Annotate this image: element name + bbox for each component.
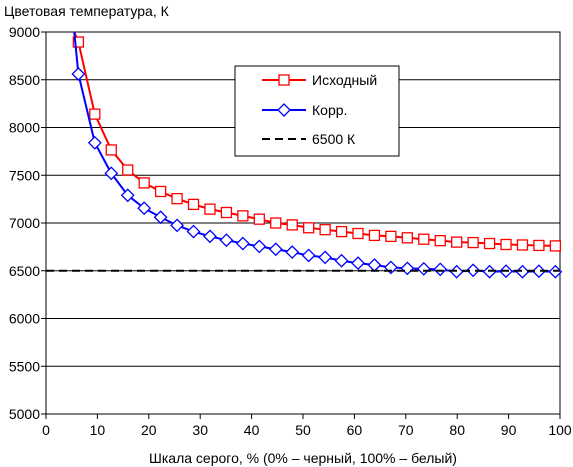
- data-point-diamond: [137, 201, 152, 216]
- data-point-square: [122, 164, 134, 176]
- x-tick-label-80: 80: [449, 422, 465, 438]
- data-point-diamond: [186, 224, 201, 239]
- data-point-square: [204, 203, 216, 215]
- x-axis-title: Шкала серого, % (0% – черный, 100% – бел…: [149, 450, 457, 466]
- data-point-diamond: [104, 166, 119, 181]
- data-point-diamond: [318, 250, 333, 265]
- legend-label-original: Исходный: [312, 72, 377, 88]
- data-point-square: [253, 213, 265, 225]
- x-tick-label-100: 100: [548, 422, 572, 438]
- data-point-diamond: [235, 236, 250, 251]
- x-tick-label-0: 0: [42, 422, 50, 438]
- data-point-square: [319, 224, 331, 236]
- data-point-diamond: [252, 239, 267, 254]
- y-tick-label-7500: 7500: [9, 167, 40, 183]
- data-point-square: [187, 198, 200, 211]
- data-point-square: [303, 222, 315, 234]
- data-point-square: [401, 232, 413, 244]
- data-point-diamond: [416, 261, 431, 276]
- data-point-diamond: [285, 245, 300, 260]
- x-tick-labels: 0 10 20 30 40 50 60 70 80 90 100: [42, 422, 572, 438]
- data-point-square: [451, 236, 463, 248]
- legend: Исходный Корр. 6500 К: [234, 65, 400, 157]
- data-point-diamond: [351, 256, 365, 271]
- data-point-square: [467, 236, 479, 249]
- data-point-square: [220, 206, 233, 219]
- x-tick-label-10: 10: [90, 422, 106, 438]
- data-point-square: [500, 238, 512, 251]
- x-tick-label-90: 90: [501, 422, 517, 438]
- series-group: [46, 31, 563, 279]
- data-point-diamond: [334, 253, 349, 268]
- y-tick-label-6500: 6500: [9, 263, 40, 279]
- data-point-square: [105, 144, 117, 156]
- data-point-square: [434, 235, 446, 247]
- y-tick-labels: 5000 5500 6000 6500 7000 7500 8000 8500 9000: [9, 24, 40, 422]
- data-point-square: [154, 185, 167, 198]
- y-axis-title: Цветовая температура, К: [4, 3, 170, 19]
- data-point-diamond: [71, 67, 86, 81]
- legend-marker-original: [278, 74, 290, 86]
- data-point-diamond: [532, 264, 546, 279]
- data-point-diamond: [383, 260, 398, 275]
- y-tick-label-5000: 5000: [9, 406, 40, 422]
- data-point-square: [237, 210, 249, 222]
- legend-label-corrected: Корр.: [312, 102, 347, 118]
- x-tick-label-50: 50: [295, 422, 311, 438]
- data-point-square: [549, 240, 562, 252]
- data-point-square: [138, 177, 150, 189]
- data-point-square: [483, 237, 496, 250]
- data-point-square: [335, 225, 348, 238]
- y-tick-label-9000: 9000: [9, 24, 40, 40]
- x-tick-label-70: 70: [398, 422, 414, 438]
- data-point-diamond: [515, 264, 530, 279]
- data-point-square: [171, 192, 183, 205]
- data-point-diamond: [219, 233, 234, 248]
- data-point-diamond: [153, 210, 168, 225]
- x-tick-label-20: 20: [141, 422, 157, 438]
- data-point-diamond: [433, 262, 448, 277]
- data-point-square: [286, 219, 298, 231]
- y-tick-label-5500: 5500: [9, 358, 40, 374]
- legend-marker-corrected: [277, 103, 291, 117]
- data-point-diamond: [120, 188, 135, 203]
- data-point-diamond: [466, 263, 481, 278]
- data-point-square: [516, 239, 529, 251]
- y-tick-label-8000: 8000: [9, 120, 40, 136]
- data-point-diamond: [87, 135, 102, 150]
- data-point-square: [385, 230, 397, 243]
- data-point-square: [533, 239, 545, 252]
- data-point-square: [352, 227, 364, 240]
- data-point-diamond: [301, 248, 316, 263]
- data-point-square: [72, 36, 85, 48]
- data-point-square: [89, 108, 101, 120]
- x-tick-label-40: 40: [244, 422, 260, 438]
- data-point-square: [368, 229, 381, 242]
- data-point-diamond: [203, 229, 217, 244]
- legend-label-reference: 6500 К: [312, 131, 356, 147]
- y-tick-label-8500: 8500: [9, 72, 40, 88]
- y-tick-label-7000: 7000: [9, 215, 40, 231]
- data-point-square: [418, 233, 430, 245]
- x-tick-label-30: 30: [192, 422, 208, 438]
- x-tick-label-60: 60: [347, 422, 363, 438]
- data-point-diamond: [268, 242, 283, 257]
- y-tick-label-6000: 6000: [9, 311, 40, 327]
- data-point-diamond: [170, 218, 184, 233]
- data-point-square: [270, 217, 282, 229]
